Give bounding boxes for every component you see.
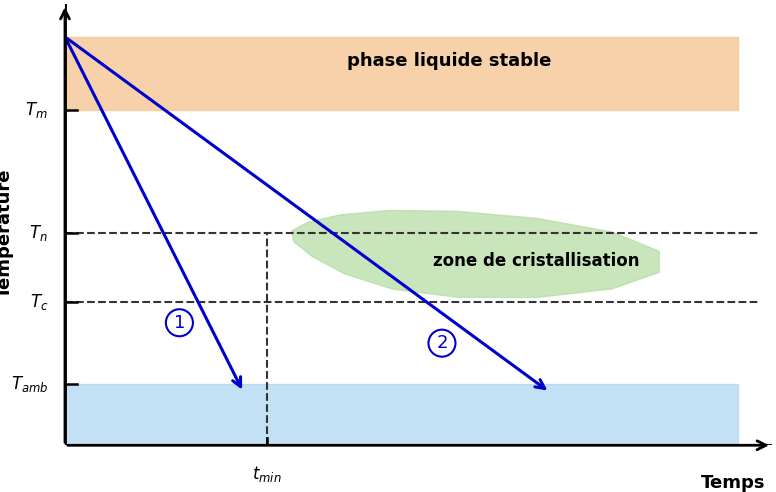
Polygon shape	[292, 211, 660, 298]
FancyBboxPatch shape	[65, 37, 738, 110]
Text: $T_c$: $T_c$	[29, 292, 48, 312]
Text: $T_{amb}$: $T_{amb}$	[11, 374, 48, 394]
Text: phase liquide stable: phase liquide stable	[347, 52, 551, 70]
Text: $T_m$: $T_m$	[26, 100, 48, 121]
Text: Temps: Temps	[701, 474, 765, 492]
Text: 1: 1	[174, 314, 185, 332]
Text: 2: 2	[436, 334, 448, 352]
FancyBboxPatch shape	[65, 384, 738, 445]
Text: zone de cristallisation: zone de cristallisation	[433, 252, 639, 271]
Text: $T_n$: $T_n$	[29, 223, 48, 243]
Text: Température: Température	[0, 168, 14, 298]
Text: $t_{min}$: $t_{min}$	[252, 463, 282, 484]
